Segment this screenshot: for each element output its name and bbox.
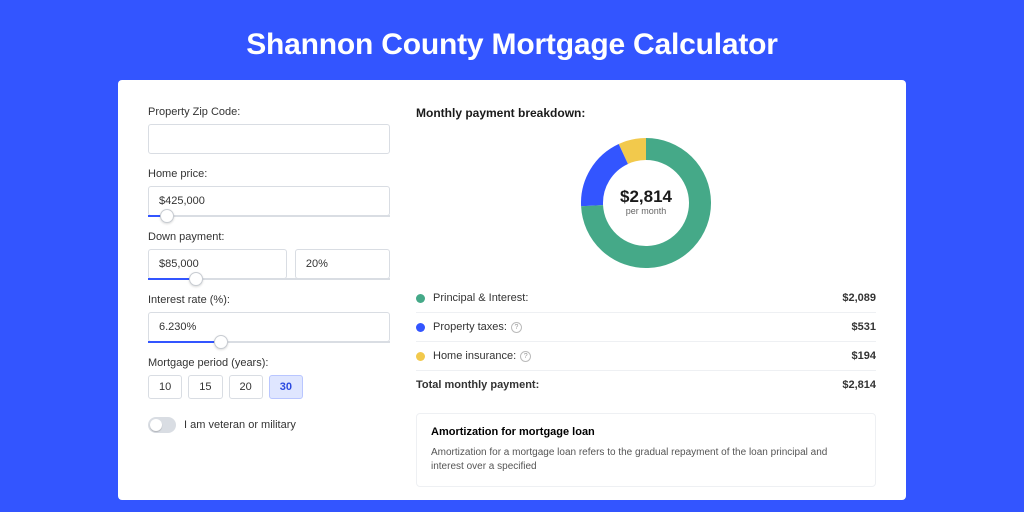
total-value: $2,814 bbox=[842, 379, 876, 391]
legend-dot bbox=[416, 294, 425, 303]
form-column: Property Zip Code: Home price: Down paym… bbox=[148, 106, 390, 500]
zip-input[interactable] bbox=[148, 124, 390, 154]
legend-value: $531 bbox=[852, 321, 876, 333]
down-payment-label: Down payment: bbox=[148, 231, 390, 243]
period-btn-15[interactable]: 15 bbox=[188, 375, 222, 399]
legend-value: $2,089 bbox=[842, 292, 876, 304]
interest-rate-slider[interactable] bbox=[148, 341, 390, 343]
legend-label: Property taxes:? bbox=[433, 321, 852, 333]
period-btn-20[interactable]: 20 bbox=[229, 375, 263, 399]
donut-center-value: $2,814 bbox=[620, 187, 673, 206]
legend-dot bbox=[416, 352, 425, 361]
period-btn-10[interactable]: 10 bbox=[148, 375, 182, 399]
zip-label: Property Zip Code: bbox=[148, 106, 390, 118]
home-price-slider[interactable] bbox=[148, 215, 390, 217]
info-icon[interactable]: ? bbox=[511, 322, 522, 333]
mortgage-period-label: Mortgage period (years): bbox=[148, 357, 390, 369]
legend-row: Principal & Interest:$2,089 bbox=[416, 284, 876, 313]
legend-dot bbox=[416, 323, 425, 332]
interest-rate-input[interactable] bbox=[148, 312, 390, 342]
veteran-toggle[interactable] bbox=[148, 417, 176, 433]
down-payment-slider[interactable] bbox=[148, 278, 390, 280]
legend-row-total: Total monthly payment: $2,814 bbox=[416, 371, 876, 399]
period-btn-30[interactable]: 30 bbox=[269, 375, 303, 399]
donut-chart: $2,814 per month bbox=[416, 130, 876, 284]
down-payment-amount-input[interactable] bbox=[148, 249, 287, 279]
breakdown-title: Monthly payment breakdown: bbox=[416, 106, 876, 120]
legend-row: Home insurance:?$194 bbox=[416, 342, 876, 371]
veteran-toggle-row: I am veteran or military bbox=[148, 417, 390, 433]
amortization-title: Amortization for mortgage loan bbox=[431, 426, 861, 438]
donut-slice-property_taxes bbox=[592, 154, 623, 206]
veteran-toggle-label: I am veteran or military bbox=[184, 419, 296, 431]
mortgage-period-block: Mortgage period (years): 1015 2030 bbox=[148, 357, 390, 399]
interest-rate-block: Interest rate (%): bbox=[148, 294, 390, 343]
home-price-input[interactable] bbox=[148, 186, 390, 216]
legend-label: Principal & Interest: bbox=[433, 292, 842, 304]
home-price-label: Home price: bbox=[148, 168, 390, 180]
amortization-body: Amortization for a mortgage loan refers … bbox=[431, 446, 861, 474]
home-price-block: Home price: bbox=[148, 168, 390, 217]
donut-slice-home_insurance bbox=[623, 149, 646, 154]
legend-label: Home insurance:? bbox=[433, 350, 852, 362]
down-payment-block: Down payment: bbox=[148, 231, 390, 280]
zip-field-block: Property Zip Code: bbox=[148, 106, 390, 154]
breakdown-column: Monthly payment breakdown: $2,814 per mo… bbox=[416, 106, 876, 500]
legend-value: $194 bbox=[852, 350, 876, 362]
donut-center-sub: per month bbox=[626, 206, 667, 216]
page-title: Shannon County Mortgage Calculator bbox=[0, 0, 1024, 80]
interest-rate-label: Interest rate (%): bbox=[148, 294, 390, 306]
home-price-slider-thumb[interactable] bbox=[160, 209, 174, 223]
interest-rate-slider-thumb[interactable] bbox=[214, 335, 228, 349]
total-label: Total monthly payment: bbox=[416, 379, 842, 391]
info-icon[interactable]: ? bbox=[520, 351, 531, 362]
calculator-card: Property Zip Code: Home price: Down paym… bbox=[118, 80, 906, 500]
legend-row: Property taxes:?$531 bbox=[416, 313, 876, 342]
down-payment-percent-input[interactable] bbox=[295, 249, 390, 279]
amortization-card: Amortization for mortgage loan Amortizat… bbox=[416, 413, 876, 487]
down-payment-slider-thumb[interactable] bbox=[189, 272, 203, 286]
